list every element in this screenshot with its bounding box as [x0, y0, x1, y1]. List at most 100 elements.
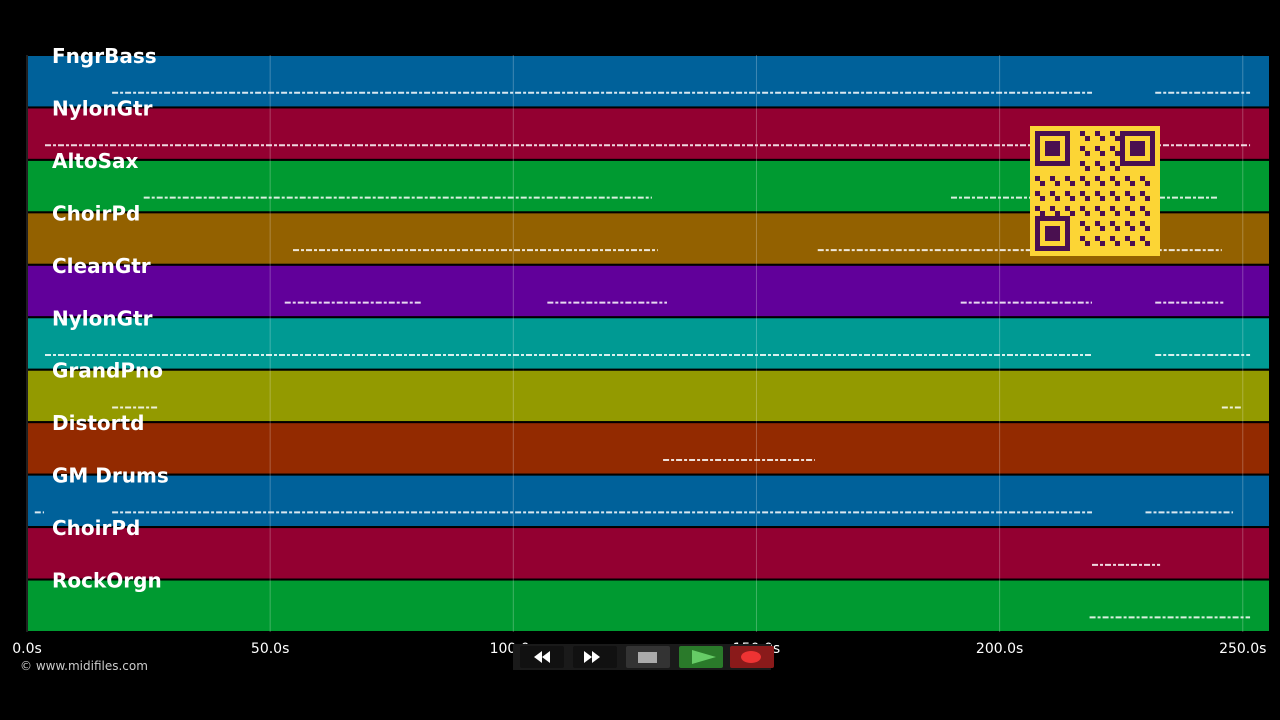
track-lane — [26, 473, 1271, 529]
qr-module — [1085, 181, 1090, 186]
qr-module — [1125, 236, 1130, 241]
qr-module — [1035, 206, 1040, 211]
qr-module — [1115, 241, 1120, 246]
qr-module — [1080, 131, 1085, 136]
qr-module — [1100, 166, 1105, 171]
track-lane — [26, 578, 1271, 634]
qr-module — [1050, 191, 1055, 196]
qr-module — [1070, 196, 1075, 201]
qr-module — [1115, 226, 1120, 231]
qr-module — [1055, 181, 1060, 186]
qr-module — [1130, 181, 1135, 186]
qr-module — [1110, 236, 1115, 241]
qr-module — [1095, 191, 1100, 196]
qr-module — [1100, 151, 1105, 156]
track-name: NylonGtr — [52, 96, 153, 120]
qr-module — [1085, 136, 1090, 141]
track-name: Distortd — [52, 411, 144, 435]
qr-module — [1125, 191, 1130, 196]
qr-module — [1095, 206, 1100, 211]
qr-module — [1080, 176, 1085, 181]
track-name: NylonGtr — [52, 306, 153, 330]
qr-module — [1110, 191, 1115, 196]
qr-module — [1130, 196, 1135, 201]
track-name: ChoirPd — [52, 201, 140, 225]
track-lane — [26, 421, 1271, 476]
qr-module — [1085, 166, 1090, 171]
qr-module — [1085, 211, 1090, 216]
qr-module — [1100, 241, 1105, 246]
qr-module — [1125, 176, 1130, 181]
track-lane — [26, 54, 1271, 109]
qr-module — [1080, 146, 1085, 151]
qr-module — [1080, 161, 1085, 166]
track-name: CleanGtr — [52, 254, 151, 278]
qr-module — [1140, 176, 1145, 181]
qr-module — [1100, 196, 1105, 201]
qr-module — [1080, 206, 1085, 211]
qr-finder — [1130, 141, 1145, 156]
track-name: ChoirPd — [52, 516, 140, 540]
qr-module — [1115, 196, 1120, 201]
qr-module — [1040, 211, 1045, 216]
qr-module — [1080, 221, 1085, 226]
qr-module — [1140, 191, 1145, 196]
qr-module — [1130, 226, 1135, 231]
qr-module — [1085, 241, 1090, 246]
ff-icon — [584, 651, 600, 663]
qr-module — [1110, 131, 1115, 136]
qr-module — [1145, 241, 1150, 246]
qr-module — [1100, 181, 1105, 186]
qr-module — [1035, 176, 1040, 181]
qr-module — [1085, 151, 1090, 156]
qr-module — [1145, 211, 1150, 216]
qr-module — [1125, 221, 1130, 226]
qr-module — [1110, 176, 1115, 181]
qr-module — [1040, 196, 1045, 201]
record-icon — [741, 651, 761, 663]
qr-module — [1145, 226, 1150, 231]
qr-module — [1095, 176, 1100, 181]
qr-module — [1145, 196, 1150, 201]
qr-module — [1140, 221, 1145, 226]
qr-module — [1095, 131, 1100, 136]
time-tick-label: 200.0s — [976, 641, 1023, 657]
play-icon — [692, 650, 716, 664]
qr-module — [1110, 221, 1115, 226]
qr-module — [1080, 191, 1085, 196]
qr-module — [1065, 191, 1070, 196]
track-lane — [26, 526, 1271, 581]
qr-module — [1055, 196, 1060, 201]
qr-module — [1085, 196, 1090, 201]
track-name: GM Drums — [52, 464, 169, 488]
qr-module — [1115, 211, 1120, 216]
qr-module — [1055, 211, 1060, 216]
qr-module — [1115, 166, 1120, 171]
qr-module — [1140, 236, 1145, 241]
qr-module — [1110, 146, 1115, 151]
time-tick-label: 0.0s — [12, 641, 42, 657]
track-name: GrandPno — [52, 359, 163, 383]
qr-module — [1115, 181, 1120, 186]
time-tick-label: 50.0s — [251, 641, 289, 657]
time-tick-label: 250.0s — [1219, 641, 1266, 657]
stop-icon — [638, 652, 657, 663]
qr-module — [1140, 206, 1145, 211]
qr-module — [1115, 151, 1120, 156]
qr-module — [1100, 211, 1105, 216]
qr-finder — [1045, 226, 1060, 241]
copyright: © www.midifiles.com — [20, 659, 148, 673]
qr-finder — [1045, 141, 1060, 156]
qr-module — [1095, 221, 1100, 226]
track-name: RockOrgn — [52, 569, 162, 593]
qr-module — [1110, 206, 1115, 211]
qr-module — [1050, 176, 1055, 181]
track-lane — [26, 316, 1271, 371]
qr-module — [1070, 211, 1075, 216]
qr-module — [1110, 161, 1115, 166]
track-name: AltoSax — [52, 149, 139, 173]
track-lane — [26, 368, 1271, 424]
qr-module — [1125, 206, 1130, 211]
qr-module — [1100, 136, 1105, 141]
